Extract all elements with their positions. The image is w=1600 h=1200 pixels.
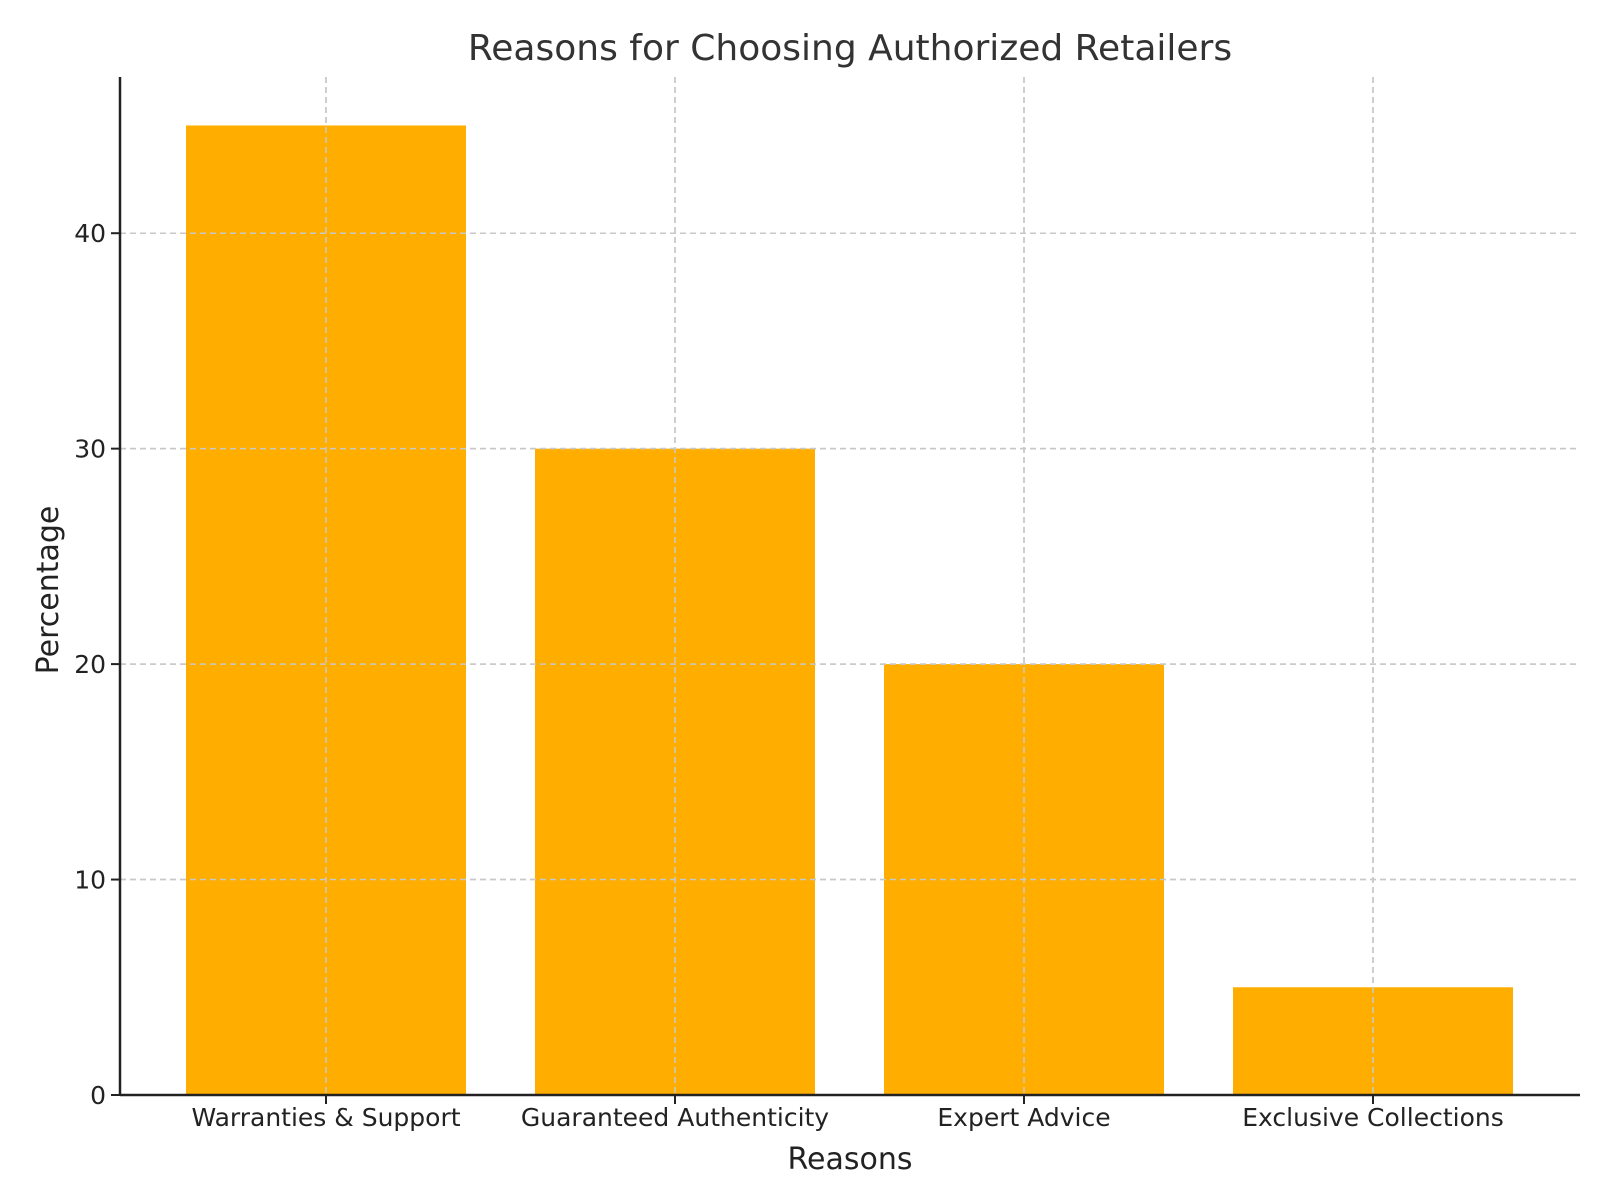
ticks: 0 10 20 30 40 Warranties & Support Guaranteed …: [74, 219, 1504, 1132]
y-tick-label: 0: [90, 1081, 106, 1110]
chart-title: Reasons for Choosing Authorized Retailer…: [468, 28, 1232, 69]
x-tick-label: Warranties & Support: [191, 1103, 460, 1132]
x-tick-label: Exclusive Collections: [1242, 1103, 1503, 1132]
bars: [120, 77, 1580, 1096]
x-tick-label: Expert Advice: [937, 1103, 1110, 1132]
y-tick-label: 20: [74, 650, 106, 679]
y-tick-label: 30: [74, 435, 106, 464]
x-axis-label: Reasons: [788, 1142, 913, 1177]
y-axis-label: Percentage: [31, 506, 66, 675]
y-tick-label: 10: [74, 866, 106, 895]
x-tick-label: Guaranteed Authenticity: [521, 1103, 829, 1132]
axes: [118, 77, 1580, 1097]
y-tick-label: 40: [74, 219, 106, 248]
